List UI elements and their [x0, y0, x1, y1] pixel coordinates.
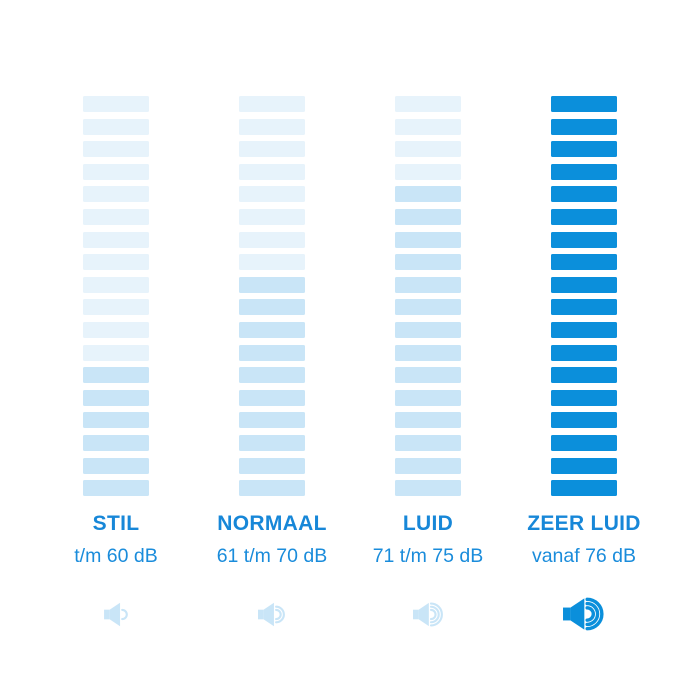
volume-bar: [239, 457, 305, 474]
volume-bar: [551, 141, 617, 158]
volume-bar: [239, 344, 305, 361]
volume-bar: [395, 96, 461, 112]
volume-bar: [551, 299, 617, 316]
volume-bar: [83, 367, 149, 384]
volume-bar: [551, 163, 617, 180]
column-db-range-label: vanaf 76 dB: [531, 545, 637, 567]
volume-bar: [83, 254, 149, 271]
volume-bar: [239, 141, 305, 158]
volume-bar: [83, 344, 149, 361]
speaker-volume-3-waves-icon: [368, 594, 488, 634]
volume-bar: [551, 321, 617, 338]
volume-bar: [551, 412, 617, 429]
volume-bar: [395, 163, 461, 180]
volume-bar: [395, 412, 461, 429]
volume-bar: [395, 276, 461, 293]
volume-bar: [551, 276, 617, 293]
volume-bar: [551, 231, 617, 248]
speaker-volume-2-waves-icon: [212, 594, 332, 634]
volume-bar: [239, 412, 305, 429]
volume-bar: [395, 299, 461, 316]
column-title-label: NORMAAL: [217, 512, 327, 535]
column-db-range-label: 61 t/m 70 dB: [216, 545, 328, 567]
volume-bar: [83, 118, 149, 135]
volume-bar: [83, 96, 149, 112]
volume-bar: [83, 231, 149, 248]
volume-bar: [83, 457, 149, 474]
volume-bar: [239, 208, 305, 225]
volume-bar-stack: [395, 96, 461, 497]
volume-bar: [83, 141, 149, 158]
volume-bar-stack: [551, 96, 617, 497]
volume-bar: [551, 367, 617, 384]
volume-bar: [239, 96, 305, 112]
volume-bar: [551, 96, 617, 112]
speaker-volume-3-waves-icon: [524, 594, 644, 634]
volume-bar: [83, 163, 149, 180]
volume-bar: [83, 321, 149, 338]
volume-bar: [395, 367, 461, 384]
volume-bar: [395, 344, 461, 361]
volume-bar: [551, 186, 617, 203]
volume-bar: [83, 480, 149, 497]
volume-bar: [239, 389, 305, 406]
volume-bar: [239, 434, 305, 451]
volume-bar: [239, 118, 305, 135]
volume-bar: [395, 231, 461, 248]
volume-bar: [551, 457, 617, 474]
volume-bar: [551, 254, 617, 271]
column-db-range-label: t/m 60 dB: [74, 545, 158, 567]
volume-bar: [83, 299, 149, 316]
speaker-wave-glyph: [563, 597, 604, 631]
volume-bar: [395, 186, 461, 203]
volume-bar: [239, 299, 305, 316]
column-title-label: LUID: [402, 512, 454, 535]
volume-bar: [239, 480, 305, 497]
speaker-wave-glyph: [103, 602, 128, 626]
volume-bar: [551, 208, 617, 225]
column-title-label: STIL: [92, 512, 140, 535]
speaker-wave-glyph: [258, 602, 285, 626]
volume-bar: [395, 141, 461, 158]
volume-bar: [239, 367, 305, 384]
volume-bar: [83, 186, 149, 203]
volume-bar: [395, 254, 461, 271]
volume-bar: [83, 276, 149, 293]
volume-bar: [239, 231, 305, 248]
volume-bar: [239, 186, 305, 203]
column-title-label: ZEER LUID: [527, 512, 641, 535]
volume-bar: [395, 480, 461, 497]
volume-bar: [395, 457, 461, 474]
volume-bar: [239, 254, 305, 271]
volume-bar: [551, 434, 617, 451]
volume-bar-stack: [239, 96, 305, 497]
volume-bar: [83, 208, 149, 225]
volume-bar: [83, 412, 149, 429]
volume-bar: [551, 118, 617, 135]
volume-bar: [83, 434, 149, 451]
speaker-wave-glyph: [412, 602, 443, 626]
volume-bar-stack: [83, 96, 149, 497]
volume-bar: [395, 118, 461, 135]
volume-bar: [551, 344, 617, 361]
volume-bar: [239, 321, 305, 338]
volume-bar: [83, 389, 149, 406]
speaker-volume-1-waves-icon: [56, 594, 176, 634]
volume-bar: [551, 480, 617, 497]
volume-bar: [395, 389, 461, 406]
volume-bar: [551, 389, 617, 406]
volume-bar: [395, 434, 461, 451]
column-db-range-label: 71 t/m 75 dB: [372, 545, 484, 567]
volume-bar: [395, 208, 461, 225]
volume-bar: [239, 276, 305, 293]
volume-bar: [239, 163, 305, 180]
volume-bar: [395, 321, 461, 338]
